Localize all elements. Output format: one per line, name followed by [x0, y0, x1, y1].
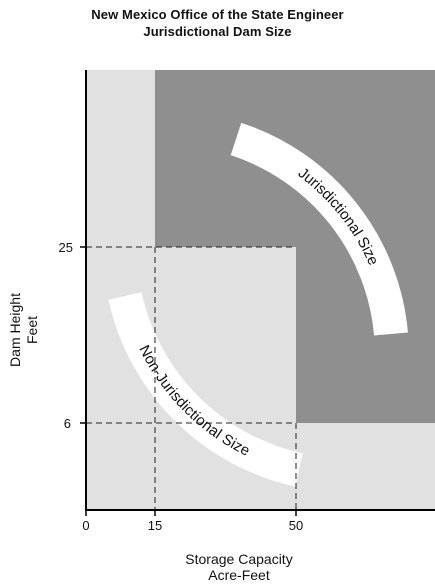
y-tick-label-25: 25 [59, 240, 73, 255]
x-tick-label-0: 0 [82, 518, 89, 533]
jurisdictional-region [155, 70, 435, 423]
x-axis-title-line2: Acre-Feet [208, 567, 270, 583]
chart-subtitle: Jurisdictional Dam Size [143, 24, 292, 39]
y-axis-title-line1: Dam Height [7, 293, 23, 367]
y-axis-title-line2: Feet [24, 316, 40, 344]
jurisdictional-band [230, 122, 408, 336]
x-axis-title-line1: Storage Capacity [185, 551, 292, 567]
chart-title: New Mexico Office of the State Engineer [91, 7, 344, 22]
x-tick-label-15: 15 [148, 518, 162, 533]
x-tick-label-50: 50 [289, 518, 303, 533]
y-tick-label-6: 6 [64, 416, 71, 431]
non-jurisdictional-band [108, 292, 303, 487]
